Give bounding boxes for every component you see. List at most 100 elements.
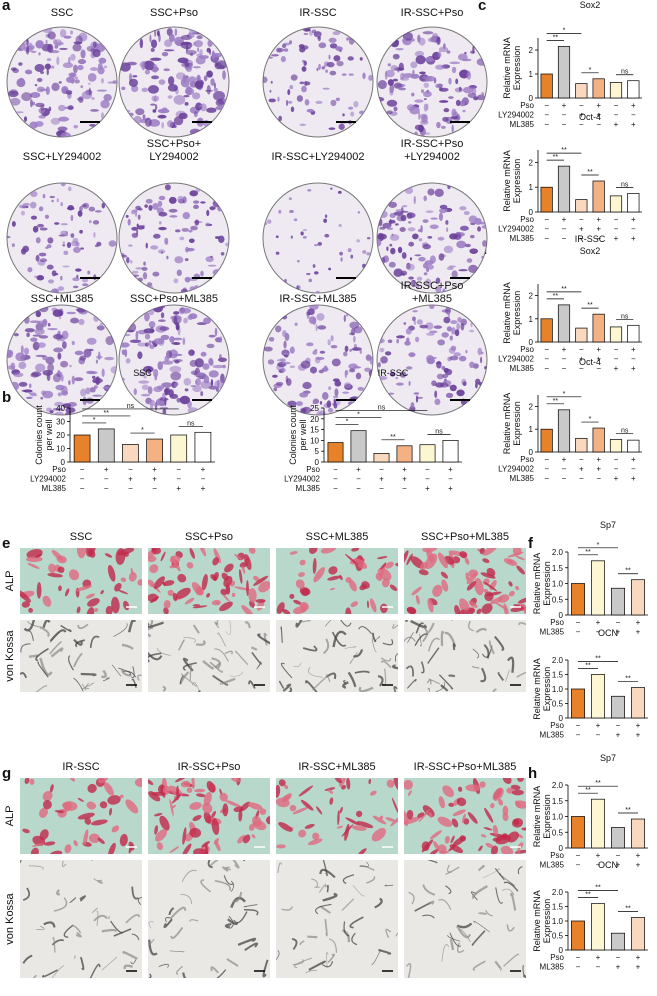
colony [159, 196, 166, 200]
colony [273, 387, 277, 391]
colony [46, 408, 52, 412]
colony [18, 362, 26, 369]
colony [35, 64, 45, 72]
colony [150, 58, 161, 61]
condition-sign: + [636, 618, 641, 627]
condition-sign: − [128, 484, 133, 493]
panel-label: f [528, 535, 534, 552]
condition-sign: − [333, 484, 338, 493]
colony [185, 258, 189, 261]
colony [190, 385, 196, 387]
condition-sign: − [379, 484, 384, 493]
colony [39, 253, 47, 257]
colony [158, 338, 164, 346]
colony [395, 48, 403, 50]
y-tick-label: 0.5 [552, 932, 564, 941]
colony [150, 245, 158, 249]
colony [389, 262, 396, 268]
bar [558, 166, 569, 212]
colony [448, 96, 454, 99]
condition-name: ML385 [540, 628, 565, 637]
colony [356, 373, 361, 380]
colony [385, 70, 394, 78]
colony [477, 348, 482, 355]
colony [151, 75, 159, 79]
colony [158, 109, 170, 114]
condition-sign: + [596, 101, 601, 110]
colony [148, 340, 151, 346]
colony [61, 132, 71, 139]
colony [334, 399, 336, 404]
colony [188, 76, 196, 82]
bar [541, 429, 552, 452]
colony [225, 243, 230, 247]
colony [302, 60, 305, 63]
colony [314, 271, 318, 274]
colony [416, 397, 423, 399]
significance-label: ** [553, 398, 559, 405]
colony [286, 100, 288, 106]
condition-sign: − [631, 111, 636, 120]
colony [406, 328, 412, 335]
colony [36, 355, 46, 357]
colony [348, 248, 352, 252]
colony [175, 229, 181, 232]
colony [299, 392, 308, 397]
colony [406, 264, 415, 271]
colony [10, 363, 15, 371]
colony [342, 73, 347, 75]
colony [319, 370, 324, 374]
colony [449, 62, 460, 65]
colony [469, 330, 474, 333]
colony [300, 82, 305, 85]
panel-label: h [528, 765, 537, 782]
condition-sign: − [544, 225, 549, 234]
colony [60, 276, 62, 281]
colony [153, 64, 158, 73]
significance-label: ** [585, 892, 591, 899]
colony [468, 265, 478, 273]
colony [424, 98, 427, 100]
colony [330, 188, 332, 190]
colony [291, 74, 298, 80]
colony [272, 375, 278, 378]
colony [24, 348, 29, 355]
colony [324, 65, 326, 67]
colony [316, 68, 318, 72]
image-title: IR-SSC [299, 7, 336, 19]
colony [389, 244, 392, 247]
y-tick-label: 40 [56, 404, 65, 413]
condition-sign: + [631, 234, 636, 243]
colony [58, 105, 66, 112]
colony [193, 205, 199, 209]
colony [289, 85, 293, 89]
colony [289, 210, 294, 213]
colony [197, 47, 199, 52]
condition-sign: − [562, 465, 567, 474]
colony [137, 223, 139, 227]
colony [283, 353, 290, 355]
colony [11, 67, 17, 71]
colony [148, 85, 159, 94]
colony [138, 277, 143, 281]
colony [358, 211, 361, 213]
image-title: IR-SSC+Pso [401, 280, 464, 292]
colony [209, 335, 216, 338]
colony [206, 210, 209, 216]
colony [418, 229, 422, 232]
condition-sign: + [614, 364, 619, 373]
colony [145, 342, 149, 346]
colony [203, 317, 211, 323]
colony [153, 109, 157, 113]
colony [62, 265, 69, 267]
colony [206, 108, 216, 113]
colony [161, 122, 164, 129]
colony [166, 256, 168, 260]
colony [282, 315, 287, 319]
colony [402, 252, 407, 259]
bar [171, 435, 187, 462]
colony [210, 78, 214, 86]
bar [147, 439, 163, 462]
colony [72, 44, 81, 52]
colony [314, 244, 318, 246]
